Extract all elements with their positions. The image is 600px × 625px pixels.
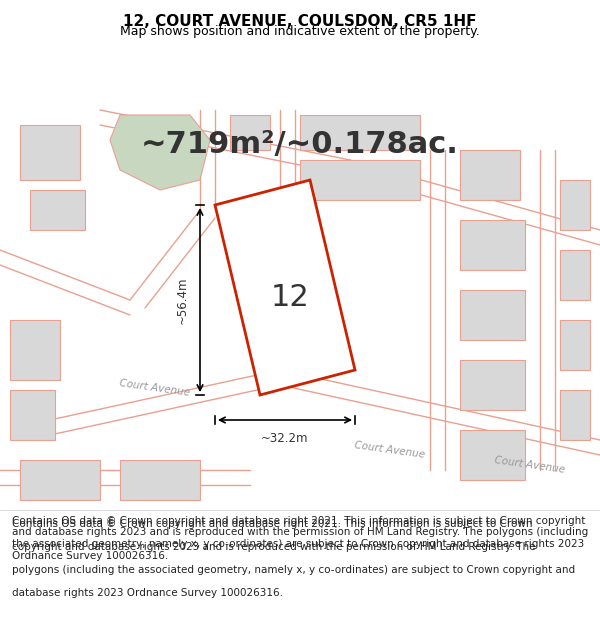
Polygon shape: [460, 290, 525, 340]
Polygon shape: [215, 180, 355, 395]
Text: 12, COURT AVENUE, COULSDON, CR5 1HF: 12, COURT AVENUE, COULSDON, CR5 1HF: [123, 14, 477, 29]
Polygon shape: [110, 115, 210, 190]
Polygon shape: [560, 250, 590, 300]
Polygon shape: [120, 460, 200, 500]
Text: Contains OS data © Crown copyright and database right 2021. This information is : Contains OS data © Crown copyright and d…: [12, 519, 533, 529]
Polygon shape: [560, 320, 590, 370]
Polygon shape: [300, 160, 420, 200]
Polygon shape: [560, 180, 590, 230]
Polygon shape: [10, 320, 60, 380]
Polygon shape: [20, 460, 100, 500]
Text: Court Avenue: Court Avenue: [119, 378, 191, 398]
Text: Contains OS data © Crown copyright and database right 2021. This information is : Contains OS data © Crown copyright and d…: [12, 516, 588, 561]
Polygon shape: [230, 115, 270, 150]
Polygon shape: [460, 220, 525, 270]
Text: 12: 12: [271, 283, 310, 312]
Polygon shape: [460, 360, 525, 410]
Text: ~719m²/~0.178ac.: ~719m²/~0.178ac.: [141, 131, 459, 159]
Text: copyright and database rights 2023 and is reproduced with the permission of HM L: copyright and database rights 2023 and i…: [12, 542, 536, 552]
Polygon shape: [30, 190, 85, 230]
Polygon shape: [560, 390, 590, 440]
Text: polygons (including the associated geometry, namely x, y co-ordinates) are subje: polygons (including the associated geome…: [12, 565, 575, 575]
Polygon shape: [300, 115, 420, 150]
Polygon shape: [460, 150, 520, 200]
Text: ~56.4m: ~56.4m: [176, 276, 188, 324]
Text: Court Avenue: Court Avenue: [354, 440, 426, 460]
Text: Map shows position and indicative extent of the property.: Map shows position and indicative extent…: [120, 24, 480, 38]
Text: database rights 2023 Ordnance Survey 100026316.: database rights 2023 Ordnance Survey 100…: [12, 588, 283, 598]
Text: ~32.2m: ~32.2m: [261, 431, 309, 444]
Text: Court Avenue: Court Avenue: [494, 455, 566, 475]
Polygon shape: [460, 430, 525, 480]
Polygon shape: [20, 125, 80, 180]
Polygon shape: [10, 390, 55, 440]
